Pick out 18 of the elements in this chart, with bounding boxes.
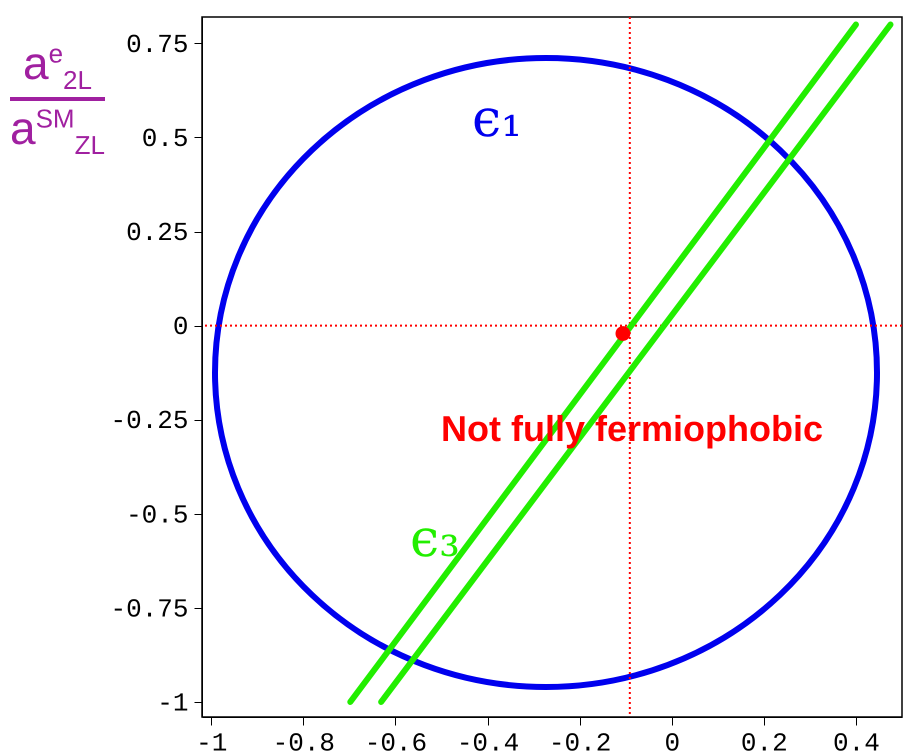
y-tick-label: 0.25: [126, 218, 188, 248]
x-tick-label: 0: [664, 728, 680, 753]
y-tick-label: 0: [172, 312, 188, 342]
x-tick-label: -0.2: [548, 728, 612, 753]
y-tick-label: -0.5: [126, 500, 188, 530]
x-tick-label: -0.6: [364, 728, 428, 753]
x-tick-label: -0.8: [272, 728, 336, 753]
annotation: ϵ₁: [472, 89, 522, 149]
y-tick-label: 0.75: [126, 30, 188, 60]
y-tick-label: -0.75: [110, 594, 188, 624]
series-label: ϵ₃: [410, 509, 460, 569]
y-tick-label: 0.5: [142, 124, 188, 154]
y-tick-label: -0.25: [110, 406, 188, 436]
x-tick-label: 0.4: [833, 728, 880, 753]
x-tick-label: 0.2: [740, 728, 788, 753]
y-tick-label: -1: [157, 688, 188, 718]
x-tick-label: -0.4: [456, 728, 520, 753]
x-tick-label: -1: [196, 728, 228, 753]
